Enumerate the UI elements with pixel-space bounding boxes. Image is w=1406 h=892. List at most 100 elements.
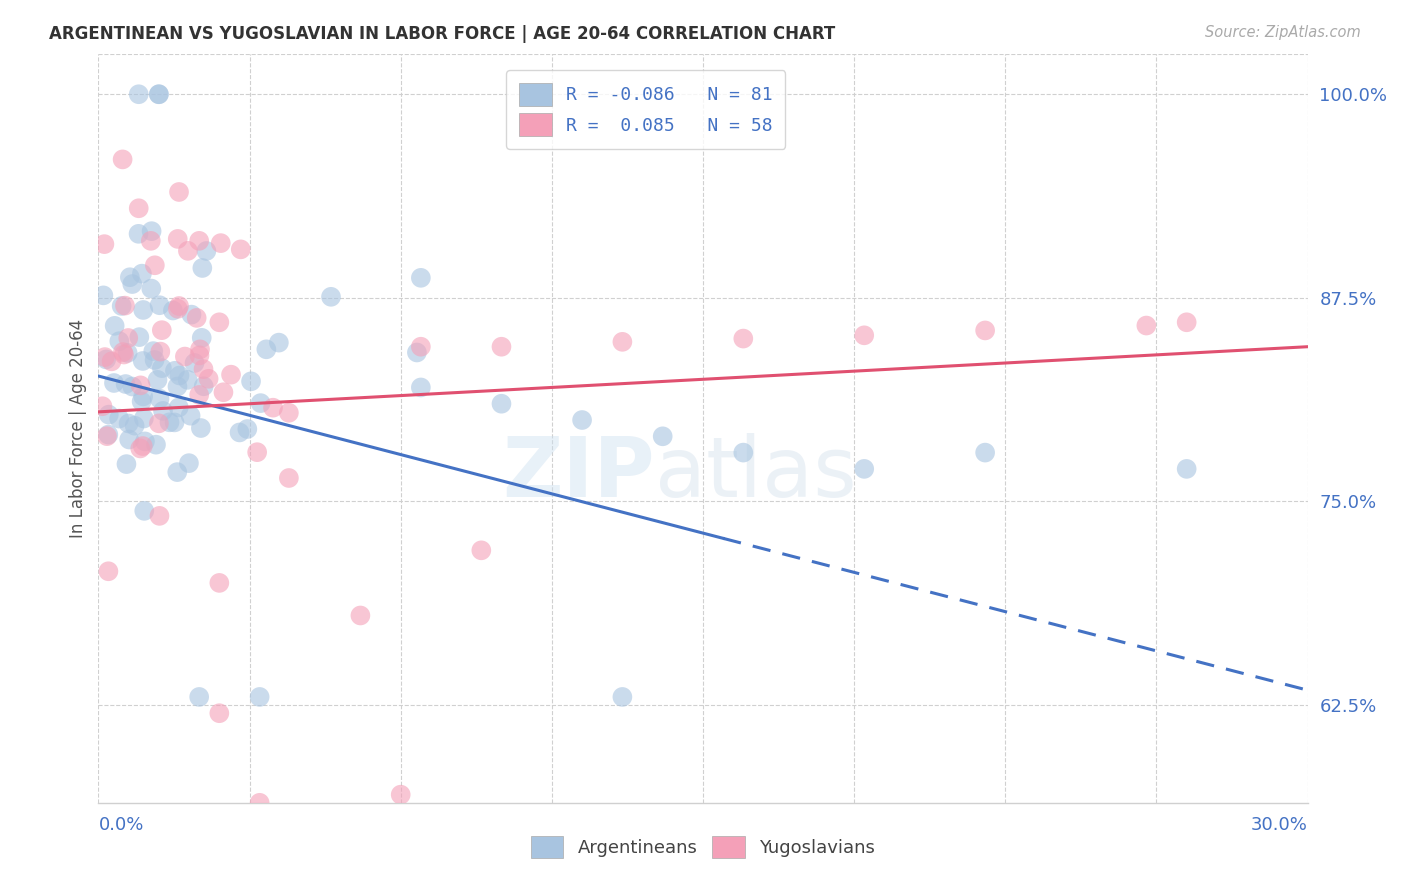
Yugoslavians bbox=[96, 429, 118, 443]
Argentineans bbox=[145, 438, 167, 452]
Yugoslavians bbox=[111, 153, 134, 167]
Yugoslavians bbox=[277, 406, 299, 420]
Yugoslavians bbox=[491, 340, 513, 354]
Yugoslavians bbox=[143, 258, 166, 272]
Text: Source: ZipAtlas.com: Source: ZipAtlas.com bbox=[1205, 25, 1361, 40]
Argentineans bbox=[118, 433, 141, 447]
Yugoslavians bbox=[277, 471, 299, 485]
Argentineans bbox=[167, 401, 190, 415]
Yugoslavians bbox=[409, 340, 432, 354]
Argentineans bbox=[142, 344, 165, 359]
Argentineans bbox=[236, 422, 259, 436]
Yugoslavians bbox=[853, 328, 876, 343]
Argentineans bbox=[128, 330, 150, 344]
Argentineans bbox=[183, 356, 205, 370]
Yugoslavians bbox=[148, 417, 170, 431]
Yugoslavians bbox=[349, 608, 371, 623]
Argentineans bbox=[853, 462, 876, 476]
Argentineans bbox=[406, 345, 429, 359]
Yugoslavians bbox=[470, 543, 492, 558]
Yugoslavians bbox=[94, 350, 117, 364]
Yugoslavians bbox=[262, 401, 284, 415]
Yugoslavians bbox=[128, 201, 150, 215]
Argentineans bbox=[93, 288, 115, 302]
Argentineans bbox=[195, 244, 218, 258]
Yugoslavians bbox=[177, 244, 200, 258]
Yugoslavians bbox=[139, 234, 162, 248]
Argentineans bbox=[228, 425, 250, 440]
Argentineans bbox=[176, 373, 198, 387]
Argentineans bbox=[117, 346, 139, 360]
Yugoslavians bbox=[229, 243, 252, 257]
Yugoslavians bbox=[188, 234, 211, 248]
Argentineans bbox=[974, 445, 997, 459]
Y-axis label: In Labor Force | Age 20-64: In Labor Force | Age 20-64 bbox=[69, 318, 87, 538]
Yugoslavians bbox=[1175, 315, 1198, 329]
Argentineans bbox=[180, 308, 202, 322]
Argentineans bbox=[409, 270, 432, 285]
Argentineans bbox=[149, 298, 172, 312]
Argentineans bbox=[240, 374, 263, 388]
Argentineans bbox=[169, 368, 191, 383]
Yugoslavians bbox=[193, 362, 215, 376]
Argentineans bbox=[162, 303, 184, 318]
Yugoslavians bbox=[188, 348, 211, 362]
Argentineans bbox=[191, 260, 214, 275]
Yugoslavians bbox=[100, 354, 122, 368]
Argentineans bbox=[124, 418, 146, 433]
Argentineans bbox=[108, 411, 131, 425]
Yugoslavians bbox=[249, 796, 271, 810]
Text: ZIP: ZIP bbox=[502, 433, 655, 514]
Argentineans bbox=[141, 282, 163, 296]
Yugoslavians bbox=[129, 378, 152, 392]
Yugoslavians bbox=[208, 575, 231, 590]
Argentineans bbox=[148, 87, 170, 102]
Argentineans bbox=[131, 267, 153, 281]
Argentineans bbox=[188, 690, 211, 704]
Yugoslavians bbox=[148, 508, 170, 523]
Argentineans bbox=[121, 379, 143, 393]
Argentineans bbox=[128, 87, 150, 102]
Yugoslavians bbox=[208, 706, 231, 721]
Yugoslavians bbox=[186, 310, 208, 325]
Text: 0.0%: 0.0% bbox=[98, 816, 143, 834]
Yugoslavians bbox=[129, 442, 152, 456]
Yugoslavians bbox=[150, 323, 173, 337]
Argentineans bbox=[97, 427, 120, 442]
Yugoslavians bbox=[114, 299, 136, 313]
Argentineans bbox=[134, 434, 156, 449]
Argentineans bbox=[159, 415, 181, 429]
Argentineans bbox=[108, 334, 131, 348]
Argentineans bbox=[267, 335, 290, 350]
Argentineans bbox=[177, 456, 200, 470]
Yugoslavians bbox=[733, 332, 755, 346]
Argentineans bbox=[148, 87, 170, 102]
Argentineans bbox=[132, 302, 155, 317]
Yugoslavians bbox=[974, 323, 997, 337]
Yugoslavians bbox=[197, 372, 219, 386]
Argentineans bbox=[254, 343, 277, 357]
Yugoslavians bbox=[132, 439, 155, 453]
Argentineans bbox=[103, 376, 125, 390]
Text: ARGENTINEAN VS YUGOSLAVIAN IN LABOR FORCE | AGE 20-64 CORRELATION CHART: ARGENTINEAN VS YUGOSLAVIAN IN LABOR FORC… bbox=[49, 25, 835, 43]
Yugoslavians bbox=[208, 315, 231, 329]
Yugoslavians bbox=[219, 368, 242, 382]
Argentineans bbox=[114, 377, 136, 392]
Yugoslavians bbox=[149, 344, 172, 359]
Argentineans bbox=[117, 417, 139, 431]
Yugoslavians bbox=[166, 301, 188, 316]
Argentineans bbox=[121, 277, 143, 291]
Argentineans bbox=[612, 690, 634, 704]
Argentineans bbox=[132, 354, 155, 368]
Argentineans bbox=[163, 416, 186, 430]
Argentineans bbox=[128, 227, 150, 241]
Argentineans bbox=[131, 394, 153, 409]
Argentineans bbox=[104, 318, 127, 333]
Argentineans bbox=[491, 397, 513, 411]
Argentineans bbox=[166, 465, 188, 479]
Yugoslavians bbox=[246, 445, 269, 459]
Argentineans bbox=[148, 392, 170, 406]
Yugoslavians bbox=[111, 345, 134, 359]
Argentineans bbox=[166, 379, 188, 393]
Yugoslavians bbox=[188, 343, 211, 357]
